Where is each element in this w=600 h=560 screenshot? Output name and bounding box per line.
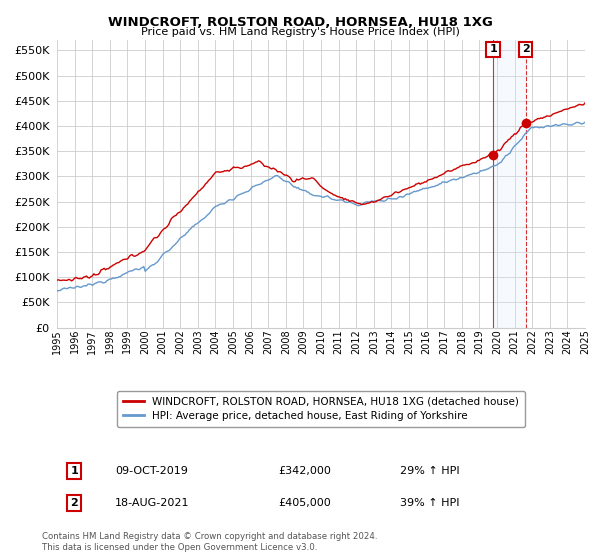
Bar: [493, 40, 526, 328]
Text: 2: 2: [70, 498, 78, 508]
Text: WINDCROFT, ROLSTON ROAD, HORNSEA, HU18 1XG: WINDCROFT, ROLSTON ROAD, HORNSEA, HU18 1…: [107, 16, 493, 29]
Text: 18-AUG-2021: 18-AUG-2021: [115, 498, 190, 508]
Text: 1: 1: [70, 466, 78, 476]
Text: 39% ↑ HPI: 39% ↑ HPI: [400, 498, 460, 508]
Text: Price paid vs. HM Land Registry's House Price Index (HPI): Price paid vs. HM Land Registry's House …: [140, 27, 460, 37]
Text: 09-OCT-2019: 09-OCT-2019: [115, 466, 188, 476]
Text: 2: 2: [522, 44, 530, 54]
Legend: WINDCROFT, ROLSTON ROAD, HORNSEA, HU18 1XG (detached house), HPI: Average price,: WINDCROFT, ROLSTON ROAD, HORNSEA, HU18 1…: [117, 390, 525, 427]
Text: 1: 1: [489, 44, 497, 54]
Text: 29% ↑ HPI: 29% ↑ HPI: [400, 466, 460, 476]
Text: £342,000: £342,000: [279, 466, 332, 476]
Text: £405,000: £405,000: [279, 498, 332, 508]
Text: Contains HM Land Registry data © Crown copyright and database right 2024.
This d: Contains HM Land Registry data © Crown c…: [42, 532, 377, 552]
